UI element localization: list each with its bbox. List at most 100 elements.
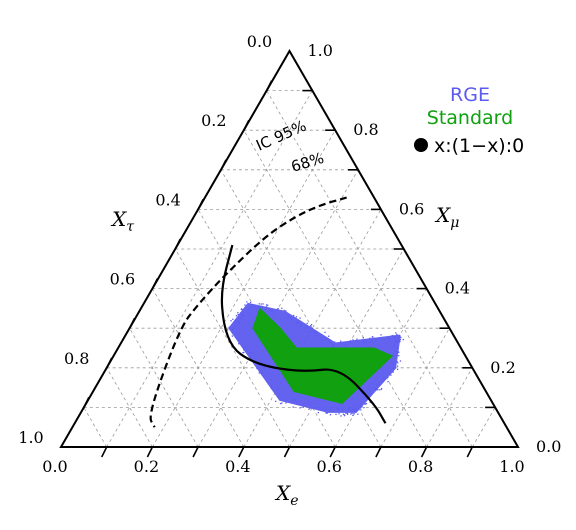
rge-point [243,346,245,349]
rge-point [270,310,272,312]
rge-point [332,344,335,346]
rge-point [306,326,308,329]
rge-point [335,413,337,415]
rge-point [248,307,250,309]
rge-point [283,309,285,312]
rge-point [393,355,395,357]
tick-label-left: 0.6 [110,270,135,289]
rge-point [259,305,261,307]
rge-point [352,339,354,341]
tick-bottom [283,446,291,458]
rge-point [241,315,243,317]
legend-standard: Standard [427,107,513,129]
rge-point [299,407,301,409]
rge-point [347,413,349,415]
rge-point [343,414,345,416]
rge-point [322,339,324,341]
rge-point [231,335,234,337]
rge-point [329,341,332,343]
grid-line [197,209,336,448]
rge-point [253,306,256,308]
rge-point [337,410,339,412]
grid [83,90,496,448]
rge-point [392,362,394,365]
rge-point [232,318,234,320]
rge-point [287,316,290,318]
rge-point [334,341,336,343]
rge-point [232,326,235,329]
rge-point [234,322,236,325]
rge-point [363,342,365,344]
rge-point [394,362,397,364]
rge-point [393,338,396,340]
rge-point [270,387,273,390]
rge-point [388,373,390,375]
rge-point [277,308,279,310]
tick-label-right: 1.0 [308,41,333,60]
contour-95 [149,196,347,428]
tick-left [83,397,90,408]
rge-point [343,414,346,417]
rge-point [396,333,398,336]
tick-label-bottom: 0.8 [408,457,433,476]
rge-point [242,351,244,354]
rge-point [355,339,357,342]
tick-label-right: 0.6 [399,199,424,218]
legend-line: x:(1−x):0 [434,135,524,157]
rge-point [241,318,243,321]
legend: RGE Standard x:(1−x):0 [414,84,524,157]
rge-point [340,415,342,417]
contours [149,196,387,428]
rge-point [393,344,396,347]
rge-point [247,308,250,311]
tick-left [105,357,113,369]
tick-left [243,119,250,131]
rge-point [360,409,362,411]
rge-point [356,338,358,340]
rge-point [391,334,393,337]
rge-point [392,335,394,337]
rge-point [400,336,402,339]
tick-left [197,199,204,210]
rge-point [369,390,372,392]
rge-point [297,401,299,403]
rge-point [238,322,240,325]
tick-label-left: 0.4 [155,190,180,209]
rge-point [239,312,242,314]
rge-point [315,335,318,337]
rge-point [354,407,356,410]
tick-label-bottom: 0.0 [42,457,67,476]
rge-point [265,304,268,306]
rge-point [243,315,246,317]
rge-point [298,322,300,324]
rge-point [349,340,351,343]
tick-left [174,238,181,250]
rge-point [254,304,256,307]
rge-point [387,376,389,379]
rge-point [346,412,349,414]
rge-point [350,413,352,415]
grid-line [129,328,199,448]
rge-point [328,339,330,341]
rge-point [249,301,252,304]
tick-label-bottom: 1.0 [499,457,524,476]
rge-point [355,410,357,412]
rge-point [365,403,368,405]
rge-point [363,406,365,409]
rge-point [364,340,366,343]
axis-title-bottom: Xe [274,481,299,509]
rge-point [360,402,362,404]
rge-point [380,387,383,390]
rge-point [387,341,389,344]
rge-point [349,340,352,342]
standard-region [252,307,393,404]
rge-point [345,412,347,415]
rge-point [237,311,239,314]
rge-point [396,347,398,349]
rge-point [342,413,345,415]
rge-point [275,400,277,403]
rge-point [237,320,240,323]
rge-point [231,331,233,333]
rge-point [241,308,243,311]
rge-point [340,340,342,342]
